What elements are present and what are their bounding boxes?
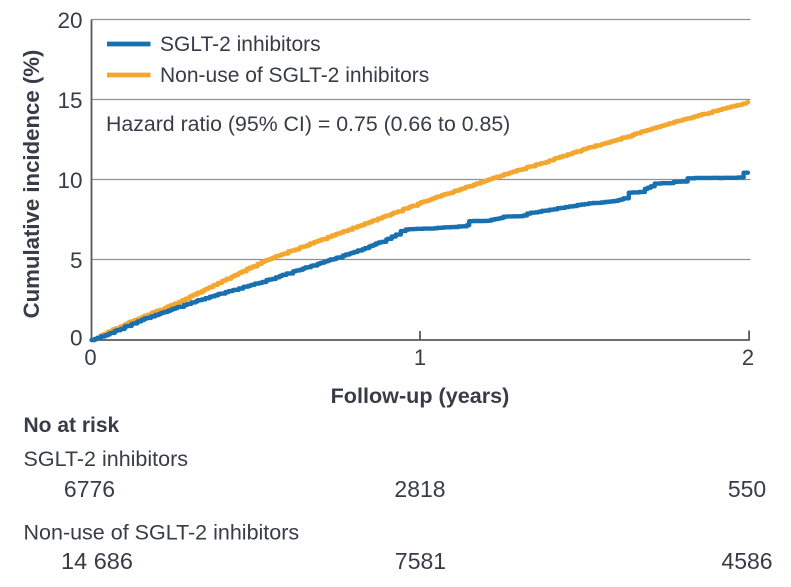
svg-text:1: 1: [414, 345, 426, 370]
svg-text:Hazard ratio (95% CI) = 0.75 (: Hazard ratio (95% CI) = 0.75 (0.66 to 0.…: [106, 112, 510, 136]
svg-text:10: 10: [57, 168, 82, 193]
svg-text:550: 550: [728, 476, 766, 502]
svg-text:0: 0: [84, 345, 96, 370]
svg-text:2818: 2818: [394, 476, 445, 502]
svg-text:20: 20: [57, 8, 82, 33]
svg-text:4586: 4586: [721, 548, 772, 574]
svg-text:6776: 6776: [64, 476, 115, 502]
svg-text:Cumulative incidence (%): Cumulative incidence (%): [19, 50, 44, 319]
svg-text:SGLT-2 inhibitors: SGLT-2 inhibitors: [160, 33, 321, 56]
svg-text:No at risk: No at risk: [24, 414, 120, 437]
svg-text:SGLT-2 inhibitors: SGLT-2 inhibitors: [24, 447, 189, 471]
svg-text:Follow-up (years): Follow-up (years): [331, 383, 510, 408]
svg-text:Non-use of SGLT-2 inhibitors: Non-use of SGLT-2 inhibitors: [24, 521, 300, 545]
svg-text:14 686: 14 686: [61, 548, 133, 574]
svg-text:2: 2: [742, 345, 754, 370]
svg-text:7581: 7581: [395, 548, 446, 574]
svg-text:5: 5: [70, 248, 83, 273]
svg-text:0: 0: [70, 326, 83, 351]
svg-text:Non-use of SGLT-2 inhibitors: Non-use of SGLT-2 inhibitors: [160, 64, 429, 87]
svg-text:15: 15: [57, 88, 82, 113]
